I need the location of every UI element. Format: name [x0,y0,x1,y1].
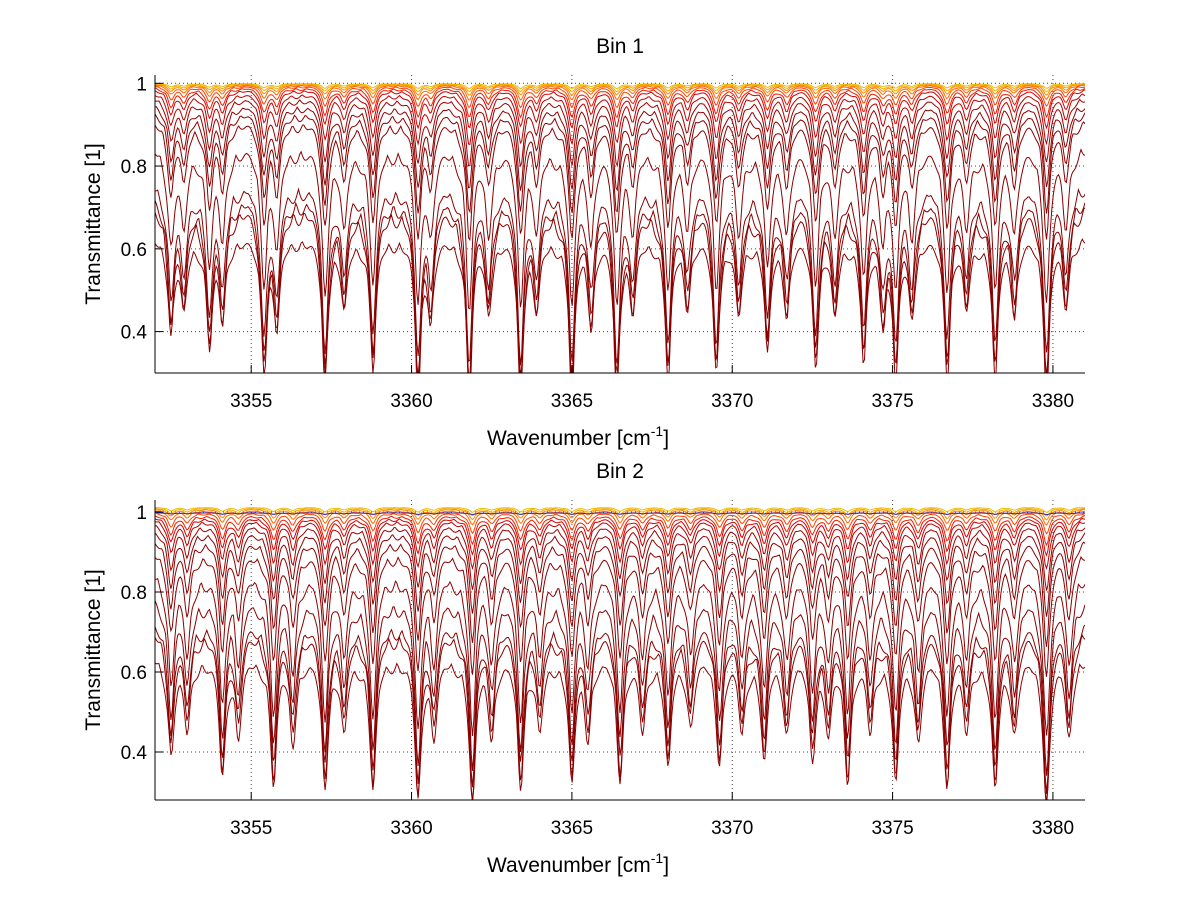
series-line [155,525,1085,591]
series-line [155,200,1085,373]
x-tick-label: 3380 [1032,391,1074,412]
series-line [155,541,1085,647]
x-axis-label: Wavenumber [cm-1] [487,423,669,450]
x-tick-label: 3375 [871,818,913,839]
series-line [155,87,1085,119]
series-line [155,517,1085,557]
x-tick-label: 3360 [390,391,432,412]
series-line [155,624,1085,794]
x-tick-label: 3375 [871,391,913,412]
series-line [155,89,1085,130]
series-line [155,83,1085,93]
series-line [155,521,1085,571]
y-tick-label: 0.8 [121,157,147,178]
series-line [155,532,1085,617]
series-line [155,510,1085,526]
x-tick-label: 3380 [1032,818,1074,839]
chart-title: Bin 2 [596,460,644,483]
y-tick-label: 0.4 [121,743,148,764]
series-line [155,106,1085,192]
x-tick-label: 3370 [711,818,753,839]
series-line [155,662,1085,800]
series-line [155,148,1085,310]
x-axis-label: Wavenumber [cm-1] [487,850,669,877]
series-line [155,507,1085,513]
series-group [155,507,1085,800]
x-tick-label: 3365 [551,818,593,839]
series-line [155,600,1085,776]
x-tick-label: 3365 [551,391,593,412]
series-line [155,508,1085,521]
series-line [155,578,1085,736]
series-line [155,515,1085,547]
series-line [155,112,1085,214]
series-line [155,86,1085,109]
y-tick-label: 0.6 [121,663,147,684]
y-tick-label: 1 [136,74,147,95]
series-line [155,98,1085,168]
x-tick-label: 3355 [230,818,272,839]
y-tick-label: 0.4 [121,323,148,344]
bin-2-panel: 3355 3360 3365 3370 3375 3380 0.4 0.6 0.8 1 Bin 2 W… [82,460,1085,877]
bin-1-panel: 3355 3360 3365 3370 3375 3380 0.4 0.6 0.8 1 Bin 1 W… [82,35,1085,450]
series-line [155,84,1085,96]
y-tick-label: 0.8 [121,583,147,604]
series-line [155,93,1085,146]
x-tick-label: 3360 [390,818,432,839]
x-tick-label: 3355 [230,391,272,412]
series-line [155,83,1085,90]
series-line [155,555,1085,677]
y-tick-label: 1 [136,503,147,524]
y-axis-label: Transmittance [1] [82,143,105,304]
y-tick-label: 0.6 [121,240,147,261]
series-line [155,238,1085,373]
y-axis-label: Transmittance [1] [82,569,105,730]
series-line [155,634,1085,800]
series-group [155,83,1085,373]
series-line [155,512,1085,516]
chart-title: Bin 1 [596,35,644,58]
x-tick-label: 3370 [711,391,753,412]
series-line [155,512,1085,535]
series-line [155,121,1085,242]
series-line [155,84,1085,101]
